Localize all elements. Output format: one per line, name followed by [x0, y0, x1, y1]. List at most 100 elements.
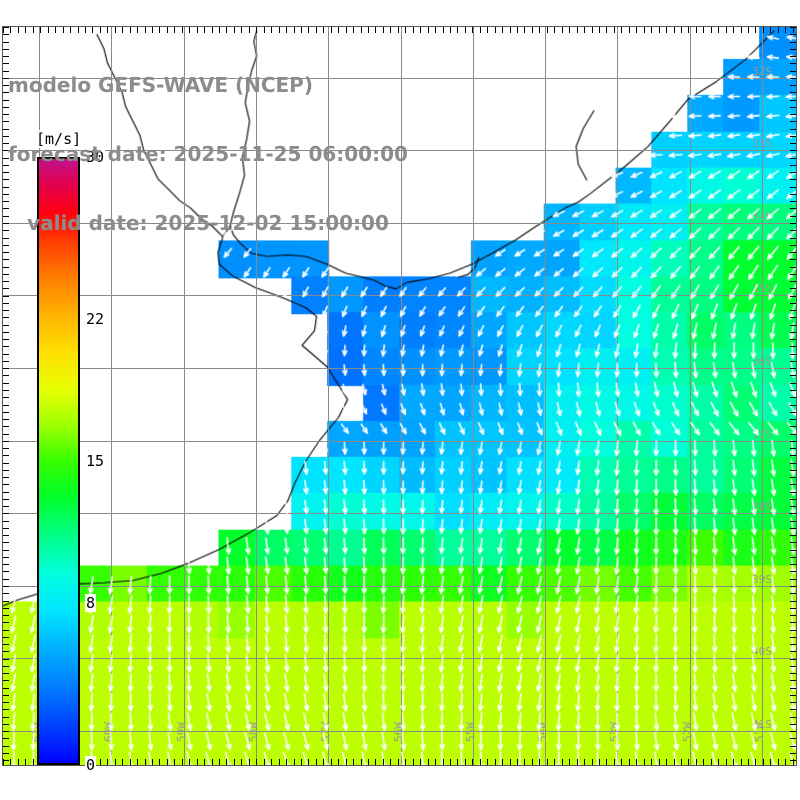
tick-right	[790, 644, 796, 645]
tick-right	[790, 121, 796, 122]
tick-top	[48, 27, 49, 33]
tick-bottom	[562, 759, 563, 765]
tick-left	[3, 252, 9, 253]
tick-top	[25, 27, 26, 33]
tick-right	[790, 542, 796, 543]
tick-top	[718, 27, 719, 33]
tick-bottom	[10, 759, 11, 765]
tick-top	[85, 27, 86, 33]
tick-top	[286, 27, 287, 33]
tick-bottom	[234, 759, 235, 765]
tick-bottom	[495, 759, 496, 765]
tick-top	[614, 27, 615, 33]
tick-left	[3, 550, 9, 551]
tick-left	[3, 434, 9, 435]
tick-bottom	[681, 759, 682, 765]
tick-right	[790, 42, 796, 43]
tick-top	[338, 27, 339, 33]
tick-bottom	[554, 759, 555, 765]
tick-left	[3, 346, 9, 347]
tick-top	[741, 27, 742, 33]
tick-bottom	[241, 759, 242, 765]
tick-right	[790, 426, 796, 427]
tick-left	[3, 114, 9, 115]
tick-top	[279, 27, 280, 33]
tick-left	[3, 63, 9, 64]
tick-top	[212, 27, 213, 33]
tick-bottom	[733, 759, 734, 765]
colorbar-tick-22: 22	[85, 310, 106, 329]
tick-right	[790, 107, 796, 108]
tick-right	[790, 63, 796, 64]
tick-bottom	[547, 759, 548, 765]
tick-top	[748, 27, 749, 33]
tick-left	[3, 42, 9, 43]
tick-left	[3, 542, 9, 543]
tick-bottom	[502, 759, 503, 765]
tick-left	[3, 630, 9, 631]
tick-top	[599, 27, 600, 33]
tick-bottom	[398, 759, 399, 765]
tick-right	[790, 579, 796, 580]
tick-top	[323, 27, 324, 33]
tick-bottom	[219, 759, 220, 765]
tick-bottom	[487, 759, 488, 765]
tick-left	[3, 601, 9, 602]
tick-bottom	[346, 759, 347, 765]
tick-left	[3, 673, 9, 674]
tick-left	[3, 397, 9, 398]
tick-top	[122, 27, 123, 33]
tick-right	[790, 354, 796, 355]
tick-bottom	[659, 759, 660, 765]
tick-bottom	[480, 759, 481, 765]
axis-tick-marks	[3, 27, 796, 765]
tick-right	[790, 434, 796, 435]
tick-right	[790, 709, 796, 710]
tick-top	[353, 27, 354, 33]
tick-bottom	[137, 759, 138, 765]
tick-left	[3, 746, 9, 747]
tick-top	[3, 27, 4, 33]
tick-bottom	[286, 759, 287, 765]
tick-right	[790, 412, 796, 413]
tick-bottom	[256, 759, 257, 765]
tick-right	[790, 34, 796, 35]
tick-bottom	[182, 759, 183, 765]
tick-bottom	[33, 759, 34, 765]
tick-right	[790, 27, 796, 28]
colorbar-tick-8: 8	[85, 593, 97, 612]
tick-top	[584, 27, 585, 33]
tick-left	[3, 463, 9, 464]
tick-bottom	[524, 759, 525, 765]
tick-bottom	[413, 759, 414, 765]
tick-right	[790, 695, 796, 696]
tick-bottom	[331, 759, 332, 765]
tick-right	[790, 85, 796, 86]
tick-bottom	[599, 759, 600, 765]
tick-top	[450, 27, 451, 33]
tick-bottom	[755, 759, 756, 765]
tick-right	[790, 267, 796, 268]
tick-top	[55, 27, 56, 33]
tick-left	[3, 129, 9, 130]
tick-bottom	[122, 759, 123, 765]
tick-top	[256, 27, 257, 33]
tick-right	[790, 194, 796, 195]
tick-right	[790, 521, 796, 522]
tick-left	[3, 557, 9, 558]
tick-bottom	[688, 759, 689, 765]
tick-top	[733, 27, 734, 33]
tick-top	[33, 27, 34, 33]
tick-left	[3, 405, 9, 406]
tick-right	[790, 731, 796, 732]
map-plot-area[interactable]: 61W60W59W58W57W56W55W54W53W52W51W32S33S3…	[2, 26, 797, 766]
tick-right	[790, 586, 796, 587]
tick-right	[790, 208, 796, 209]
tick-bottom	[294, 759, 295, 765]
tick-bottom	[785, 759, 786, 765]
tick-left	[3, 230, 9, 231]
tick-right	[790, 310, 796, 311]
tick-right	[790, 535, 796, 536]
tick-right	[790, 702, 796, 703]
tick-left	[3, 738, 9, 739]
